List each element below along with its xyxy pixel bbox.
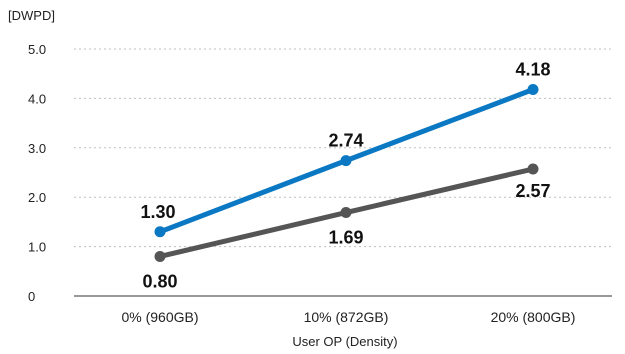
y-axis-label: [DWPD] xyxy=(8,8,55,23)
x-tick-label: 10% (872GB) xyxy=(304,309,389,325)
data-point xyxy=(528,164,539,175)
data-label: 2.74 xyxy=(328,131,363,151)
y-tick-label: 1.0 xyxy=(28,240,46,255)
data-point xyxy=(155,251,166,262)
y-tick-label: 5.0 xyxy=(28,42,46,57)
series-layer: 1.30 2.74 4.18 0.80 1.69 2.57 xyxy=(140,60,550,292)
data-point xyxy=(341,207,352,218)
data-point xyxy=(341,155,352,166)
y-tick-label: 4.0 xyxy=(28,91,46,106)
data-point xyxy=(528,84,539,95)
y-tick-label: 3.0 xyxy=(28,141,46,156)
x-axis-ticks: 0% (960GB) 10% (872GB) 20% (800GB) xyxy=(121,309,575,325)
data-label: 1.30 xyxy=(140,202,175,222)
x-axis-label: User OP (Density) xyxy=(292,334,397,349)
data-label: 2.57 xyxy=(515,181,550,201)
data-label: 1.69 xyxy=(328,228,363,248)
x-tick-label: 0% (960GB) xyxy=(121,309,198,325)
y-tick-label: 2.0 xyxy=(28,190,46,205)
data-label: 4.18 xyxy=(515,60,550,80)
data-label: 0.80 xyxy=(142,271,177,291)
x-tick-label: 20% (800GB) xyxy=(491,309,576,325)
y-axis-ticks: 0 1.0 2.0 3.0 4.0 5.0 xyxy=(28,42,46,304)
data-point xyxy=(155,226,166,237)
y-tick-label: 0 xyxy=(28,289,35,304)
